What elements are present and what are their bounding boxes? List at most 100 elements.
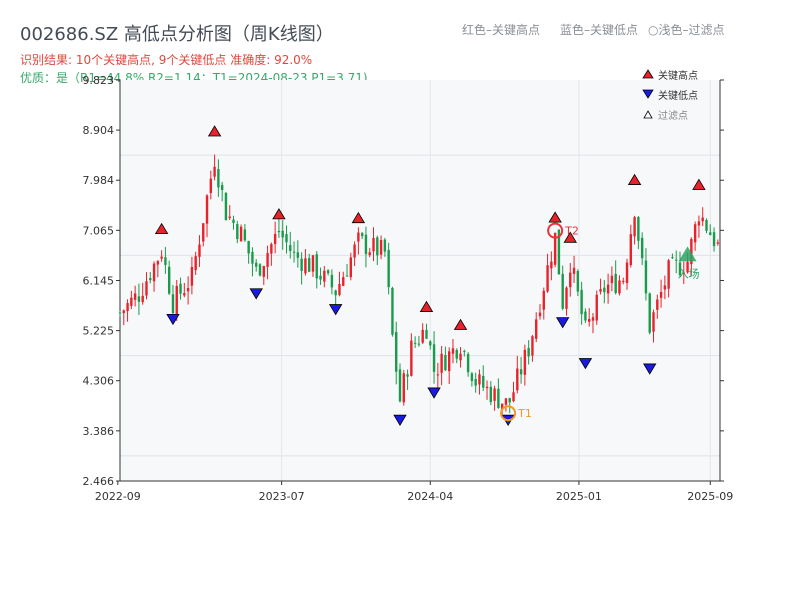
legend-low-label: 关键低点 — [658, 90, 698, 102]
candle-body — [213, 166, 216, 177]
top-legend-blue: 蓝色–关键低点 — [560, 23, 639, 37]
x-tick-label: 2025-09 — [687, 490, 733, 503]
candle-body — [712, 232, 716, 247]
candle-body — [637, 217, 640, 241]
candle-body — [466, 354, 470, 373]
candle-body — [447, 351, 451, 372]
candle-body — [251, 251, 254, 264]
candle-body — [186, 288, 190, 292]
candle-body — [591, 317, 595, 321]
y-tick-label: 5.225 — [83, 325, 115, 338]
candle-body — [470, 373, 474, 381]
candle-body — [175, 285, 178, 315]
y-tick-label: 4.306 — [83, 375, 115, 388]
candle-body — [179, 283, 182, 294]
candle-body — [659, 291, 663, 298]
candle-body — [622, 280, 625, 283]
candle-body — [531, 336, 534, 356]
key-high-marker — [272, 208, 286, 220]
t1-label: T1 — [517, 407, 532, 420]
legend-item-low: 关键低点 — [642, 84, 698, 104]
x-tick-label: 2023-07 — [259, 490, 305, 503]
candle-body — [508, 398, 511, 403]
candle-body — [391, 287, 394, 335]
candle-body — [183, 293, 186, 296]
candle-body — [315, 254, 318, 279]
candle-body — [482, 375, 485, 388]
candle-body — [190, 267, 194, 286]
candle-body — [603, 287, 606, 293]
candle-body — [478, 374, 481, 385]
candle-body — [599, 289, 602, 292]
candle-body — [258, 264, 262, 276]
candle-body — [572, 267, 576, 274]
candle-body — [682, 272, 685, 274]
candle-body — [709, 232, 712, 236]
candle-body — [557, 229, 561, 275]
candle-body — [247, 240, 250, 254]
candle-body — [667, 260, 670, 289]
blue-triangle-down-icon — [642, 89, 654, 99]
candle-body — [546, 265, 549, 292]
candle-body — [156, 261, 160, 265]
candle-body — [584, 311, 587, 321]
key-high-marker — [351, 211, 366, 224]
candle-body — [334, 290, 337, 296]
candle-body — [610, 275, 614, 284]
candle-body — [561, 273, 564, 309]
candle-body — [118, 312, 122, 314]
candle-body — [395, 331, 398, 372]
candle-body — [255, 262, 258, 267]
candle-body — [239, 226, 243, 242]
candle-body — [633, 217, 636, 237]
result-summary: 识别结果: 10个关键高点, 9个关键低点 准确度: 92.0% — [20, 53, 313, 67]
candle-body — [285, 234, 288, 243]
candle-body — [413, 342, 417, 344]
candle-body — [364, 234, 368, 255]
candle-body — [326, 270, 330, 274]
candle-body — [497, 388, 500, 408]
candle-body — [289, 245, 292, 252]
candle-body — [504, 398, 508, 405]
candle-body — [126, 303, 129, 312]
candle-body — [217, 169, 220, 188]
candle-body — [648, 293, 651, 333]
candle-body — [194, 256, 197, 271]
candle-body — [500, 403, 504, 410]
candle-body — [349, 257, 353, 278]
candle-body — [353, 244, 356, 258]
candle-body — [429, 341, 432, 346]
candle-body — [693, 224, 697, 243]
candle-body — [122, 310, 125, 314]
t2-label: T2 — [564, 225, 579, 238]
candle-body — [160, 256, 163, 259]
candle-body — [432, 344, 436, 372]
chart-legend: 关键高点 关键低点 过滤点 — [642, 64, 698, 124]
candle-body — [614, 273, 617, 294]
chart-title: 002686.SZ 高低点分析图（周K线图） — [20, 24, 334, 45]
candle-body — [149, 278, 152, 281]
candle-body — [463, 350, 466, 352]
t2-circle — [547, 222, 564, 239]
candle-body — [220, 184, 224, 190]
candle-body — [410, 340, 413, 376]
key-low-marker — [427, 387, 441, 399]
candle-body — [167, 266, 171, 294]
candle-body — [296, 252, 300, 258]
candle-body — [697, 221, 701, 226]
hollow-triangle-icon — [643, 110, 653, 119]
candle-body — [686, 261, 689, 273]
candle-body — [281, 230, 284, 238]
candle-body — [232, 219, 235, 224]
candle-body — [436, 374, 440, 376]
candle-body — [444, 355, 447, 371]
candle-body — [550, 261, 553, 269]
candle-body — [205, 195, 209, 224]
candle-body — [202, 223, 205, 242]
candle-body — [270, 244, 273, 254]
candle-body — [319, 275, 322, 280]
candle-body — [671, 257, 674, 259]
candle-body — [595, 294, 598, 321]
candle-body — [489, 386, 493, 403]
